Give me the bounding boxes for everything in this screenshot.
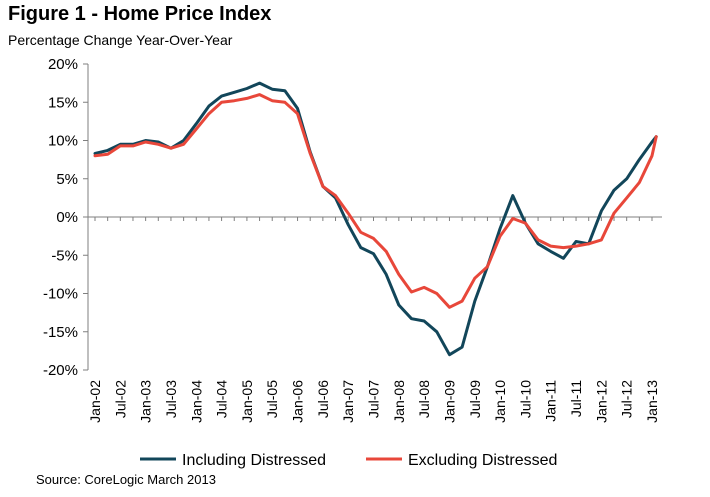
x-tick-label: Jul-02 xyxy=(112,380,128,418)
x-tick-label: Jul-07 xyxy=(366,380,382,418)
x-tick-label: Jan-10 xyxy=(492,380,508,423)
x-tick-label: Jan-08 xyxy=(391,380,407,423)
x-tick-label: Jul-09 xyxy=(467,380,483,418)
y-tick-label: -10% xyxy=(43,286,78,303)
y-tick-label: 15% xyxy=(48,94,78,111)
y-tick-label: -5% xyxy=(51,247,78,264)
x-tick-label: Jan-03 xyxy=(138,380,154,423)
x-tick-label: Jan-04 xyxy=(188,380,204,423)
x-tick-label: Jul-10 xyxy=(517,380,533,418)
x-axis: Jan-02 Jul-02 Jan-03 Jul-03 Jan-04 Jul-04 Jan-… xyxy=(87,216,662,423)
series-layer xyxy=(93,81,658,357)
y-tick-label: 0% xyxy=(56,209,78,226)
source-note: Source: CoreLogic March 2013 xyxy=(36,472,216,487)
x-tick-label: Jan-05 xyxy=(239,380,255,423)
x-tick-label: Jul-06 xyxy=(315,380,331,418)
x-tick-label: Jul-03 xyxy=(163,380,179,418)
x-tick-label: Jul-04 xyxy=(214,380,230,418)
y-tick-label: 20% xyxy=(48,56,78,73)
series-line-including-distressed xyxy=(93,81,658,357)
chart-title: Figure 1 - Home Price Index xyxy=(8,3,272,25)
x-tick-label: Jan-02 xyxy=(87,380,103,423)
x-tick-label: Jan-07 xyxy=(340,380,356,423)
y-axis: 20% 15% 10% 5% 0% -5% -10% -15% -20% xyxy=(43,56,89,379)
x-tick-label: Jan-09 xyxy=(441,380,457,423)
x-tick-label: Jul-05 xyxy=(264,380,280,418)
y-tick-label: -20% xyxy=(43,362,78,379)
x-tick-label: Jan-11 xyxy=(543,380,559,422)
x-tick-label: Jul-08 xyxy=(416,380,432,418)
y-tick-label: 5% xyxy=(56,171,78,188)
x-tick-label: Jan-13 xyxy=(644,380,660,423)
y-tick-label: 10% xyxy=(48,133,78,150)
x-tick-label: Jul-11 xyxy=(568,380,584,417)
legend: Including Distressed Excluding Distressed xyxy=(140,452,557,469)
legend-label: Excluding Distressed xyxy=(408,452,557,469)
series-line-excluding-distressed xyxy=(93,93,658,309)
x-tick-label: Jan-12 xyxy=(593,380,609,423)
x-tick-label: Jan-06 xyxy=(290,380,306,423)
legend-label: Including Distressed xyxy=(182,452,326,469)
y-tick-label: -15% xyxy=(43,324,78,341)
x-tick-label: Jul-12 xyxy=(619,380,635,418)
chart-subtitle: Percentage Change Year-Over-Year xyxy=(8,32,233,48)
